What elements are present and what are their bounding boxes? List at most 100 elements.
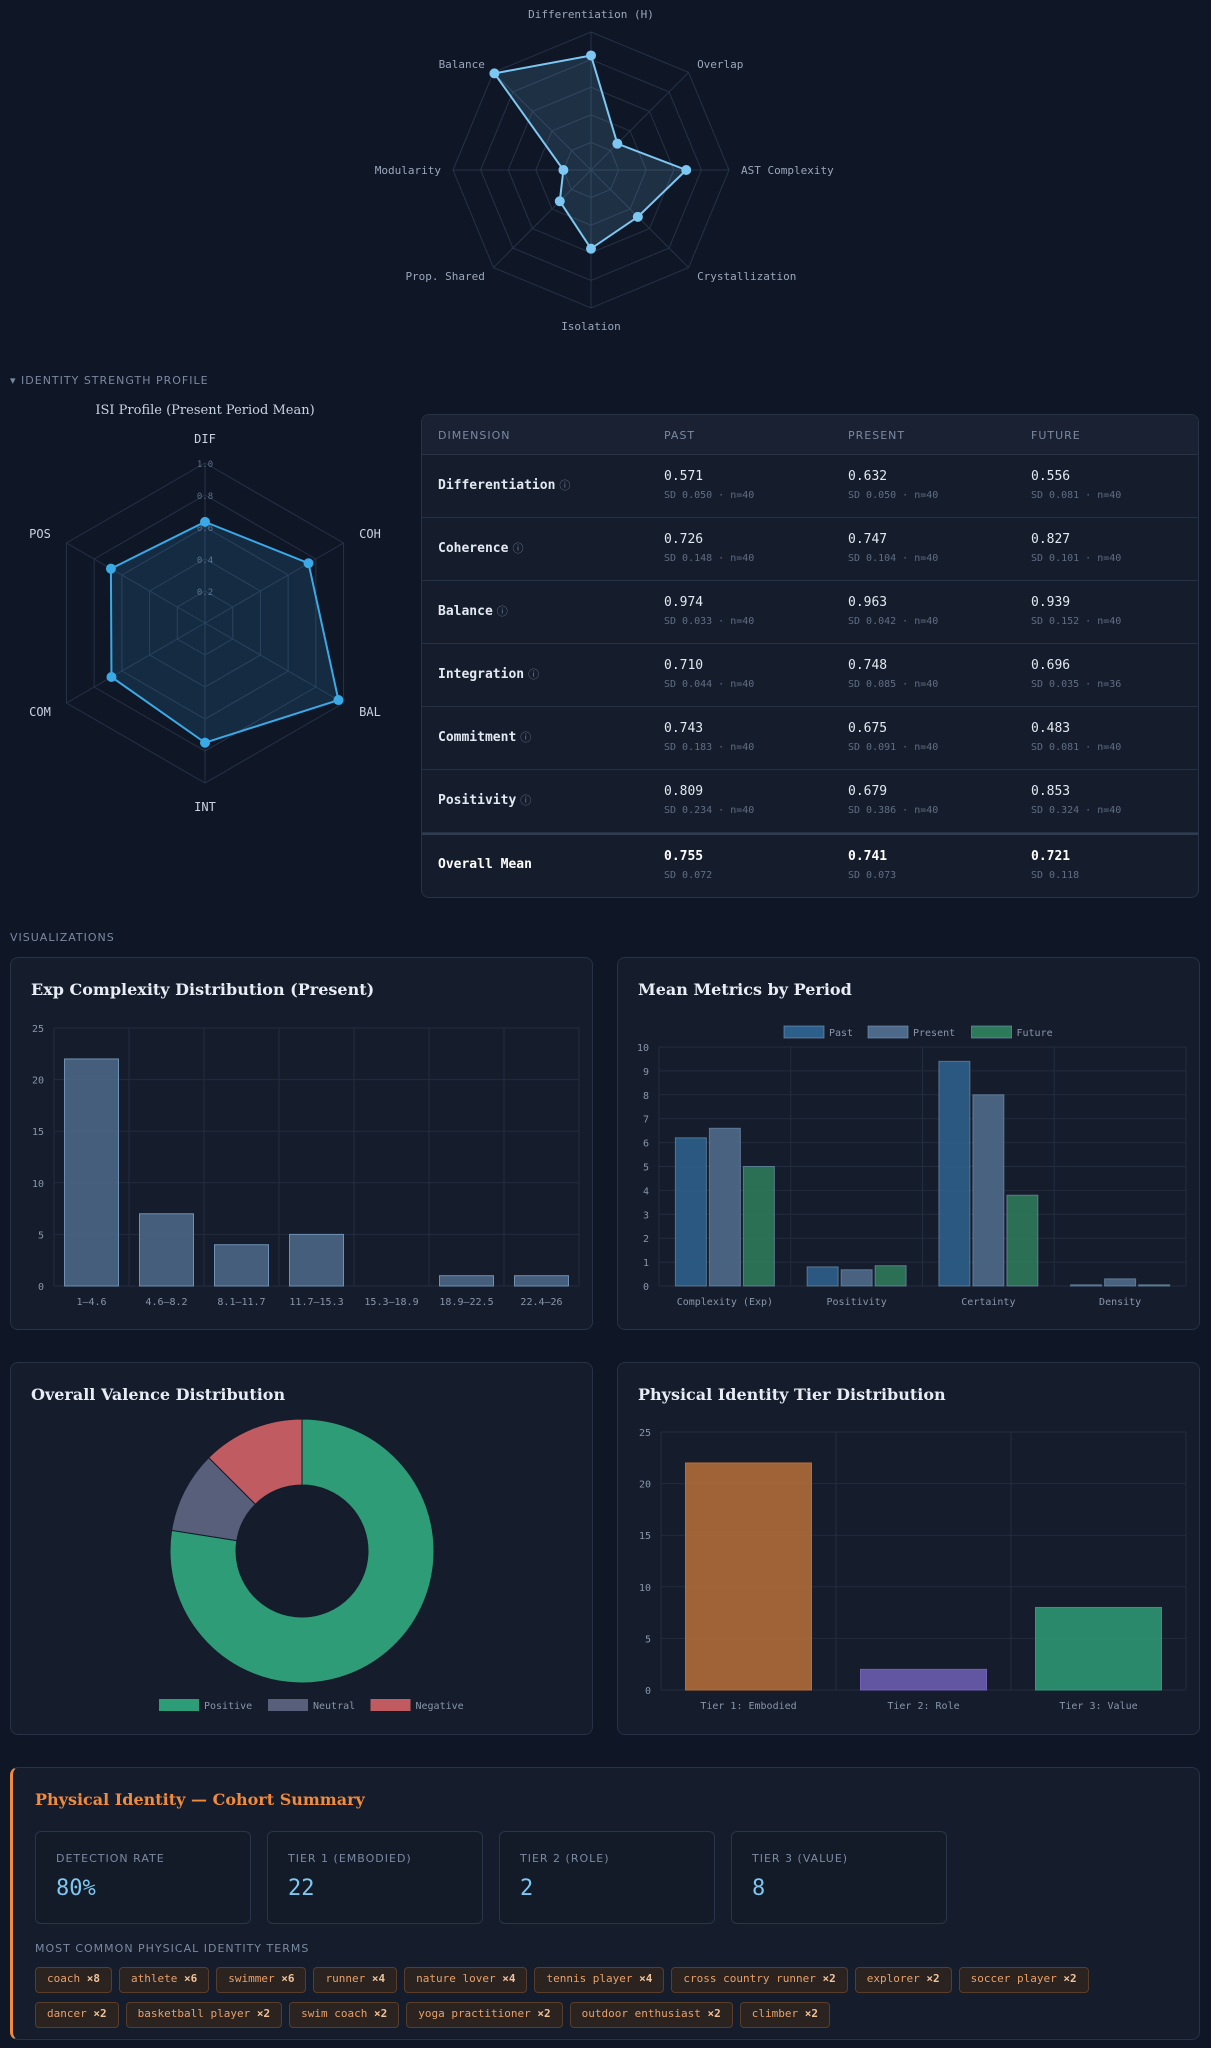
term-chip: yoga practitioner ×2 <box>406 2002 563 2028</box>
term-chip: outdoor enthusiast ×2 <box>569 2002 733 2028</box>
term-count: ×4 <box>502 1972 516 1985</box>
present-sd: SD 0.042 · n=40 <box>848 616 939 627</box>
radar-point <box>200 516 210 527</box>
bar <box>514 1275 569 1287</box>
bar-past <box>674 1137 707 1287</box>
future-value: 0.696 <box>1031 658 1071 673</box>
metrics-chart-panel: Mean Metrics by Period 0 1 2 3 4 5 6 7 8 9 10 Compl… <box>617 957 1200 1330</box>
section-label-identity-strength[interactable]: ▾ IDENTITY STRENGTH PROFILE <box>10 374 209 387</box>
bar-past <box>1070 1284 1103 1287</box>
term-chip: tennis player ×4 <box>534 1967 665 1993</box>
past-value: 0.710 <box>664 658 704 673</box>
valence-donut-chart: Positive Neutral Negative <box>159 1418 464 1712</box>
present-cell: 0.679 SD 0.386 · n=40 <box>848 784 938 816</box>
bar <box>139 1213 194 1287</box>
future-sd: SD 0.324 · n=40 <box>1031 805 1122 816</box>
x-tick-label: Tier 3: Value <box>1059 1701 1137 1712</box>
bar-present <box>840 1269 873 1287</box>
stat-value: 22 <box>288 1876 315 1901</box>
radar-axis-label: Isolation <box>561 320 621 333</box>
past-sd: SD 0.050 · n=40 <box>664 490 755 501</box>
isi-table-row: Differentiation ⓘ 0.571 SD 0.050 · n=40 0.63… <box>422 455 1198 518</box>
radar-axis-label: COM <box>29 705 51 719</box>
isi-table-row: Commitment ⓘ 0.743 SD 0.183 · n=40 0.675 SD 0… <box>422 707 1198 770</box>
term-chip: runner ×4 <box>313 1967 398 1993</box>
y-tick-label: 10 <box>639 1583 651 1594</box>
future-sd: SD 0.035 · n=36 <box>1031 679 1122 690</box>
info-icon[interactable]: ⓘ <box>520 794 532 807</box>
radar-tick-label: 0.6 <box>197 524 213 534</box>
term-text: soccer player <box>970 1972 1057 1985</box>
y-tick-label: 0 <box>645 1686 651 1697</box>
y-tick-label: 20 <box>32 1076 44 1087</box>
term-count: ×2 <box>373 2007 388 2020</box>
y-tick-label: 3 <box>643 1210 649 1221</box>
radar-axis-label: BAL <box>359 705 381 719</box>
future-value: 0.556 <box>1031 469 1071 484</box>
complexity-chart-title: Exp Complexity Distribution (Present) <box>31 980 375 999</box>
isi-radar-title: ISI Profile (Present Period Mean) <box>95 403 315 418</box>
stat-card-detection-rate: DETECTION RATE 80% <box>35 1831 251 1924</box>
past-cell: 0.710 SD 0.044 · n=40 <box>664 658 754 690</box>
term-count: ×6 <box>183 1972 198 1985</box>
radar-spoke <box>590 72 689 171</box>
radar-spoke <box>493 169 592 268</box>
radar-spoke <box>66 622 206 704</box>
past-sd: SD 0.148 · n=40 <box>664 553 755 564</box>
term-text: dancer <box>47 2007 87 2020</box>
info-icon[interactable]: ⓘ <box>520 731 532 744</box>
radar-spoke <box>493 72 592 171</box>
info-icon[interactable]: ⓘ <box>512 542 524 555</box>
y-tick-label: 25 <box>639 1428 651 1439</box>
term-text: runner <box>325 1972 366 1985</box>
term-count: ×2 <box>707 2007 721 2020</box>
section-label-visualizations: VISUALIZATIONS <box>10 931 115 944</box>
bar-future <box>742 1166 775 1287</box>
radar-point <box>105 563 116 574</box>
term-chip: basketball player ×2 <box>125 2002 283 2028</box>
info-icon[interactable]: ⓘ <box>496 605 508 618</box>
term-text: climber <box>751 2007 799 2020</box>
stat-card-tier3: TIER 3 (VALUE) 8 <box>731 1831 947 1924</box>
present-value: 0.963 <box>848 595 888 610</box>
x-tick-label: Complexity (Exp) <box>677 1297 773 1308</box>
term-text: cross country runner <box>683 1972 816 1985</box>
stat-label: TIER 3 (VALUE) <box>752 1852 849 1865</box>
bar-future <box>1138 1284 1171 1287</box>
present-value: 0.679 <box>848 784 888 799</box>
radar-axis-label: Differentiation (H) <box>528 8 654 21</box>
radar-point <box>586 50 596 61</box>
future-cell: 0.696 SD 0.035 · n=36 <box>1031 658 1121 690</box>
radar-point <box>554 196 565 207</box>
radar-series-area <box>109 520 340 744</box>
radar-spoke <box>204 542 344 624</box>
valence-chart-panel: Overall Valence Distribution Positive Neu… <box>10 1362 593 1735</box>
x-tick-label: Density <box>1099 1297 1141 1308</box>
radar-point <box>612 138 623 149</box>
info-icon[interactable]: ⓘ <box>528 668 540 681</box>
x-tick-label: 8.1–11.7 <box>217 1297 265 1308</box>
legend-label: Negative <box>416 1701 464 1712</box>
present-sd: SD 0.386 · n=40 <box>848 805 939 816</box>
term-count: ×8 <box>86 1972 100 1985</box>
legend-label: Past <box>829 1028 853 1039</box>
info-icon[interactable]: ⓘ <box>559 479 571 492</box>
future-value: 0.721 <box>1031 849 1071 864</box>
legend-label: Future <box>1017 1028 1053 1039</box>
bar <box>64 1058 119 1287</box>
past-sd: SD 0.033 · n=40 <box>664 616 755 627</box>
dimension-name: Balance ⓘ <box>438 604 508 619</box>
radar-tick-label: 0.8 <box>197 492 213 502</box>
future-sd: SD 0.152 · n=40 <box>1031 616 1122 627</box>
present-cell: 0.748 SD 0.085 · n=40 <box>848 658 938 690</box>
y-tick-label: 5 <box>38 1230 44 1241</box>
x-tick-label: 15.3–18.9 <box>364 1297 418 1308</box>
past-cell: 0.974 SD 0.033 · n=40 <box>664 595 754 627</box>
isi-radar-chart: 0.2 0.4 0.6 0.8 1.0 DIF COH BAL INT COM POS <box>29 432 381 814</box>
present-cell: 0.675 SD 0.091 · n=40 <box>848 721 938 753</box>
legend-swatch <box>867 1025 909 1039</box>
future-value: 0.483 <box>1031 721 1071 736</box>
bar-future <box>874 1265 907 1287</box>
radar-axis-label: POS <box>29 527 51 541</box>
term-chip: dancer ×2 <box>35 2002 119 2028</box>
